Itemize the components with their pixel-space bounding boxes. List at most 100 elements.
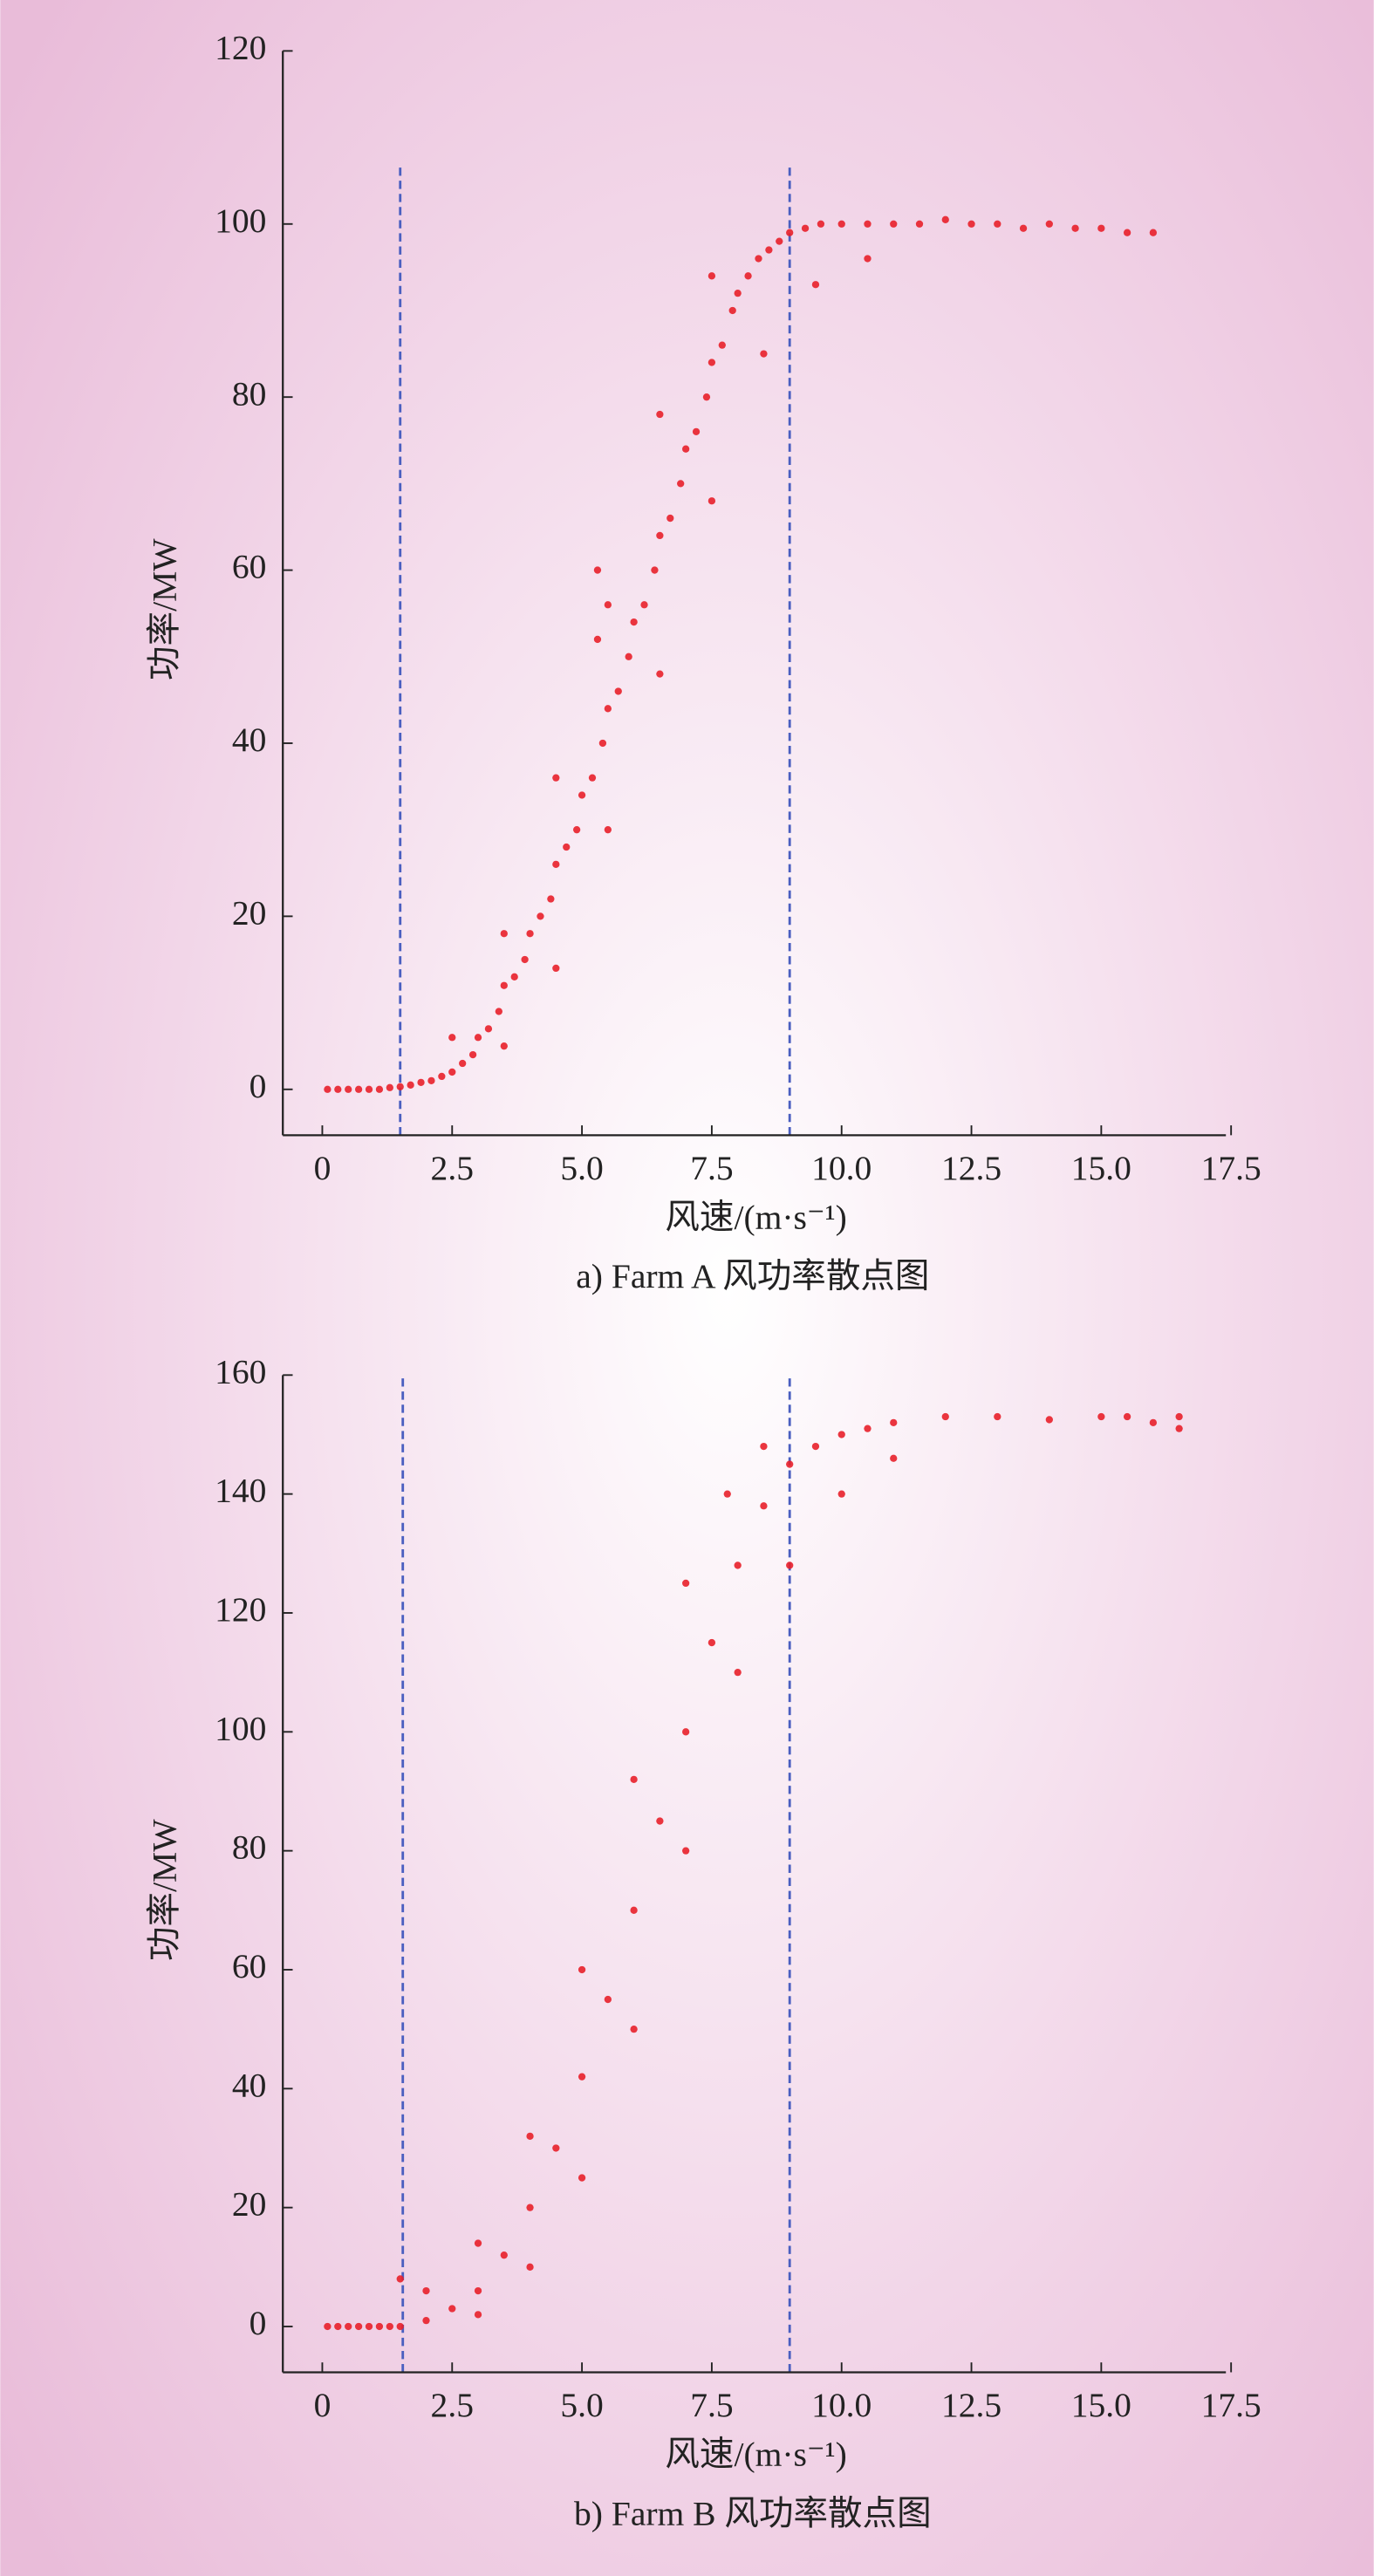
data-point xyxy=(427,1076,435,1085)
data-point xyxy=(1019,224,1028,232)
data-point xyxy=(890,1418,898,1426)
data-point xyxy=(994,220,1001,228)
data-point xyxy=(324,1085,332,1093)
x-tick-label: 10.0 xyxy=(811,2386,872,2424)
data-point xyxy=(702,393,711,401)
data-point xyxy=(630,618,638,626)
data-point xyxy=(1097,224,1105,232)
data-point xyxy=(666,514,674,523)
data-point xyxy=(345,1085,352,1093)
y-tick-label: 80 xyxy=(232,374,267,413)
y-axis-label: 功率/MW xyxy=(145,1819,183,1961)
data-point xyxy=(510,973,518,981)
data-point xyxy=(776,237,783,245)
data-point xyxy=(354,1085,363,1093)
data-point xyxy=(734,289,742,297)
y-tick-label: 80 xyxy=(232,1828,267,1867)
data-point xyxy=(588,774,597,782)
x-tick-label: 17.5 xyxy=(1201,2386,1261,2424)
data-point xyxy=(345,2322,352,2331)
x-tick-label: 5.0 xyxy=(560,1149,603,1187)
data-point xyxy=(864,1425,872,1432)
x-tick-label: 7.5 xyxy=(690,1149,733,1187)
data-point xyxy=(656,410,664,419)
data-point xyxy=(375,1085,384,1093)
data-point xyxy=(495,1008,502,1015)
data-point xyxy=(630,1775,638,1783)
y-tick-label: 60 xyxy=(232,1947,267,1985)
data-point xyxy=(474,1034,482,1042)
data-point xyxy=(1045,1416,1053,1424)
data-point xyxy=(604,705,612,713)
data-point xyxy=(941,215,949,223)
data-point xyxy=(967,220,975,228)
data-point xyxy=(708,272,716,280)
data-point xyxy=(692,427,701,436)
data-point xyxy=(598,739,607,748)
x-tick-label: 15.0 xyxy=(1071,1149,1131,1187)
data-point xyxy=(786,229,794,236)
x-axis-label: 风速/(m·s⁻¹) xyxy=(665,2435,846,2473)
data-point xyxy=(630,2026,638,2033)
data-point xyxy=(734,1669,742,1677)
data-point xyxy=(365,1085,373,1093)
data-point xyxy=(681,1728,690,1736)
y-tick-label: 100 xyxy=(215,202,266,240)
data-point xyxy=(864,220,872,228)
data-point xyxy=(552,964,560,973)
data-point xyxy=(334,2322,342,2331)
data-point xyxy=(500,2251,508,2259)
data-point xyxy=(915,220,924,228)
data-point xyxy=(396,1083,404,1090)
data-point xyxy=(500,930,508,938)
data-point xyxy=(760,1442,768,1451)
data-point xyxy=(422,2286,430,2295)
data-point xyxy=(537,912,544,920)
data-point xyxy=(728,306,736,315)
data-point xyxy=(640,601,648,609)
y-tick-label: 120 xyxy=(215,1590,266,1629)
data-point xyxy=(422,2317,430,2325)
x-axis-label: 风速/(m·s⁻¹) xyxy=(665,1198,846,1236)
data-point xyxy=(354,2322,363,2331)
data-point xyxy=(438,1072,446,1081)
data-point xyxy=(677,480,685,488)
data-point xyxy=(630,1906,638,1914)
data-point xyxy=(708,1638,716,1647)
data-point xyxy=(811,1442,820,1451)
data-point xyxy=(604,826,612,834)
data-point xyxy=(396,2322,404,2331)
data-point xyxy=(1149,1418,1158,1426)
data-point xyxy=(1123,229,1131,236)
data-point xyxy=(755,255,762,263)
data-point xyxy=(708,497,716,505)
data-point xyxy=(864,255,872,263)
y-tick-label: 60 xyxy=(232,548,267,586)
data-point xyxy=(723,1490,731,1498)
data-point xyxy=(407,1081,414,1089)
x-tick-label: 0 xyxy=(314,2386,332,2424)
data-point xyxy=(474,2286,482,2295)
x-tick-label: 12.5 xyxy=(941,1149,1001,1187)
data-point xyxy=(837,1431,845,1438)
data-point xyxy=(417,1078,425,1086)
data-point xyxy=(801,224,810,232)
x-tick-label: 17.5 xyxy=(1201,1149,1261,1187)
data-point xyxy=(786,1460,794,1468)
data-point xyxy=(625,653,632,660)
x-tick-label: 10.0 xyxy=(811,1149,872,1187)
data-point xyxy=(563,843,571,851)
data-point xyxy=(837,220,845,228)
caption: b) Farm B 风功率散点图 xyxy=(574,2494,932,2532)
data-point xyxy=(681,445,690,453)
data-point xyxy=(468,1050,477,1059)
y-axis-label: 功率/MW xyxy=(145,538,183,680)
data-point xyxy=(324,2322,332,2331)
data-point xyxy=(572,826,581,834)
data-point xyxy=(474,2239,482,2247)
data-point xyxy=(651,566,659,574)
data-point xyxy=(448,1034,456,1042)
data-point xyxy=(817,220,825,228)
data-point xyxy=(681,1847,690,1855)
data-point xyxy=(786,1561,794,1569)
